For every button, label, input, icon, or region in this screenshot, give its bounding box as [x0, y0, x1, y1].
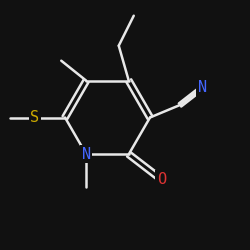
- Text: S: S: [30, 110, 40, 125]
- Text: O: O: [157, 172, 166, 187]
- Text: N: N: [198, 80, 207, 95]
- Text: N: N: [82, 147, 91, 162]
